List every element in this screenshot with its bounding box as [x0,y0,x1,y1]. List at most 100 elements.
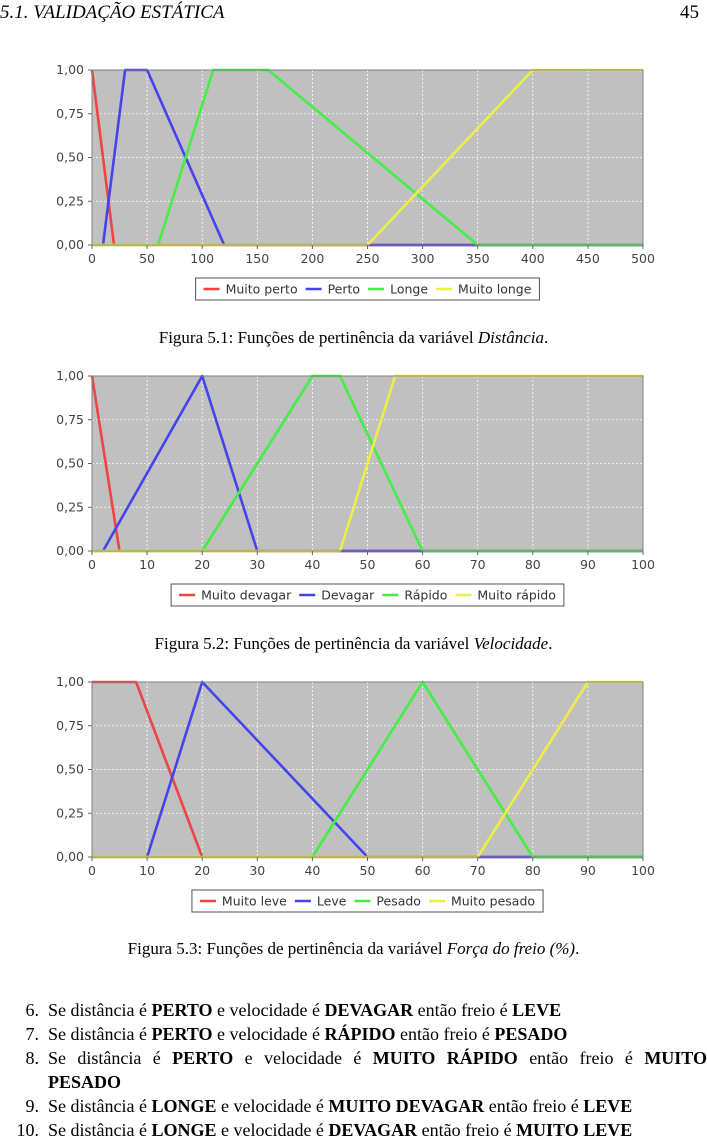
x-tick-label: 70 [470,557,486,572]
rule-number: 10. [16,1120,40,1140]
caption-variable: Velocidade [473,634,549,653]
x-tick-label: 80 [525,557,541,572]
x-tick-label: 70 [470,863,486,878]
x-tick-label: 30 [249,557,265,572]
y-tick-label: 0,50 [56,762,84,777]
x-tick-label: 100 [190,251,214,266]
x-tick-label: 0 [88,557,96,572]
x-tick-label: 100 [631,557,655,572]
rule-term: MUITO RÁPIDO [372,1048,518,1068]
rule-fragment: Se distância é [48,1096,152,1116]
rule-term: MUITO DEVAGAR [328,1096,485,1116]
rule-fragment: então freio é [413,1000,513,1020]
rule-number: 8. [25,1048,40,1068]
rule-item: 9. Se distância é LONGE e velocidade é M… [0,1094,707,1118]
rule-term: LONGE [151,1096,217,1116]
rule-number: 7. [25,1024,40,1044]
legend-label-muito-devagar: Muito devagar [201,588,292,603]
rule-continuation: PESADO [48,1072,122,1092]
caption-variable: Força do freio (%) [446,939,576,958]
y-tick-label: 0,75 [56,106,84,121]
x-tick-label: 350 [466,251,490,266]
y-tick-label: 1,00 [56,62,84,77]
running-head: 5.1. VALIDAÇÃO ESTÁTICA 45 [0,2,707,24]
rule-item: 8. Se distância é PERTO e velocidade é M… [0,1046,707,1094]
rule-term: LEVE [583,1096,633,1116]
rule-term: MUITO [644,1048,707,1068]
legend-box [170,583,565,607]
x-tick-label: 10 [139,863,155,878]
caption-suffix: . [543,328,549,347]
rule-term: RÁPIDO [324,1024,396,1044]
y-tick-label: 0,25 [56,193,84,208]
rule-text: Se distância é LONGE e velocidade é MUIT… [48,1094,707,1118]
legend-label-muito-rapido: Muito rápido [477,588,556,603]
rule-fragment: então freio é [484,1096,584,1116]
rule-text: Se distância é PERTO e velocidade é DEVA… [48,998,707,1022]
rule-term: PERTO [151,1024,213,1044]
y-tick-label: 0,00 [56,849,84,864]
rule-fragment: então freio é [517,1048,645,1068]
rule-term: PESADO [494,1024,568,1044]
figure-distancia: 0 50 100 150 200 250 300 350 400 450 500 0,00 0,25 0,… [0,58,707,308]
rule-item: 7. Se distância é PERTO e velocidade é R… [0,1022,707,1046]
y-tick-label: 1,00 [56,674,84,689]
legend-label-leve: Leve [317,894,347,909]
rule-item: 10. Se distância é LONGE e velocidade é … [0,1118,707,1142]
caption-variable: Distância [477,328,544,347]
legend-label-muito-perto: Muito perto [226,282,298,297]
legend-label-muito-longe: Muito longe [458,282,532,297]
x-tick-label: 90 [580,863,596,878]
y-tick-label: 0,00 [56,237,84,252]
x-tick-label: 20 [194,557,210,572]
x-tick-label: 90 [580,557,596,572]
caption-figure-3: Figura 5.3: Funções de pertinência da va… [0,939,707,959]
caption-figure-2: Figura 5.2: Funções de pertinência da va… [0,634,707,654]
y-tick-label: 0,00 [56,543,84,558]
y-tick-label: 0,50 [56,456,84,471]
x-tick-label: 200 [300,251,324,266]
x-tick-label: 50 [139,251,155,266]
rule-term: PERTO [172,1048,234,1068]
x-tick-label: 20 [194,863,210,878]
x-tick-label: 400 [521,251,545,266]
caption-prefix: Figura 5.1: Funções de pertinência da va… [158,328,478,347]
page-number: 45 [680,2,699,23]
legend-label-muito-pesado: Muito pesado [451,894,535,909]
x-tick-label: 300 [411,251,435,266]
rule-text: Se distância é PERTO e velocidade é RÁPI… [48,1022,707,1046]
legend-label-longe: Longe [390,282,428,297]
figure-forca-freio: 0 10 20 30 40 50 60 70 80 90 100 0,00 0,25 0,50 0,75 1,… [0,670,707,920]
x-tick-label: 80 [525,863,541,878]
rule-fragment: e velocidade é [216,1120,329,1140]
rule-term: MUITO LEVE [516,1120,633,1140]
y-tick-label: 0,25 [56,499,84,514]
rule-term: DEVAGAR [324,1000,414,1020]
rule-fragment: Se distância é [48,1120,152,1140]
rule-text: Se distância é LONGE e velocidade é DEVA… [48,1118,707,1142]
legend-box [195,277,540,301]
y-tick-label: 0,75 [56,718,84,733]
rule-fragment: e velocidade é [233,1048,373,1068]
rule-term: PERTO [151,1000,213,1020]
x-tick-label: 500 [631,251,655,266]
x-tick-label: 150 [245,251,269,266]
caption-suffix: . [548,634,553,653]
x-tick-label: 450 [576,251,600,266]
rule-number: 6. [25,1000,40,1020]
x-tick-label: 40 [304,863,320,878]
rule-term: LEVE [512,1000,562,1020]
chart-forca-freio: 0 10 20 30 40 50 60 70 80 90 100 0,00 0,25 0,50 0,75 1,… [56,674,655,913]
y-tick-label: 0,50 [56,150,84,165]
y-tick-label: 0,25 [56,805,84,820]
caption-prefix: Figura 5.2: Funções de pertinência da va… [154,634,474,653]
legend-label-pesado: Pesado [376,894,421,909]
rule-fragment: Se distância é [48,1024,152,1044]
caption-figure-1: Figura 5.1: Funções de pertinência da va… [0,328,707,348]
rule-fragment: e velocidade é [212,1024,325,1044]
y-tick-label: 0,75 [56,412,84,427]
x-tick-label: 0 [88,863,96,878]
y-tick-label: 1,00 [56,368,84,383]
rule-fragment: então freio é [395,1024,495,1044]
rule-term: DEVAGAR [328,1120,418,1140]
